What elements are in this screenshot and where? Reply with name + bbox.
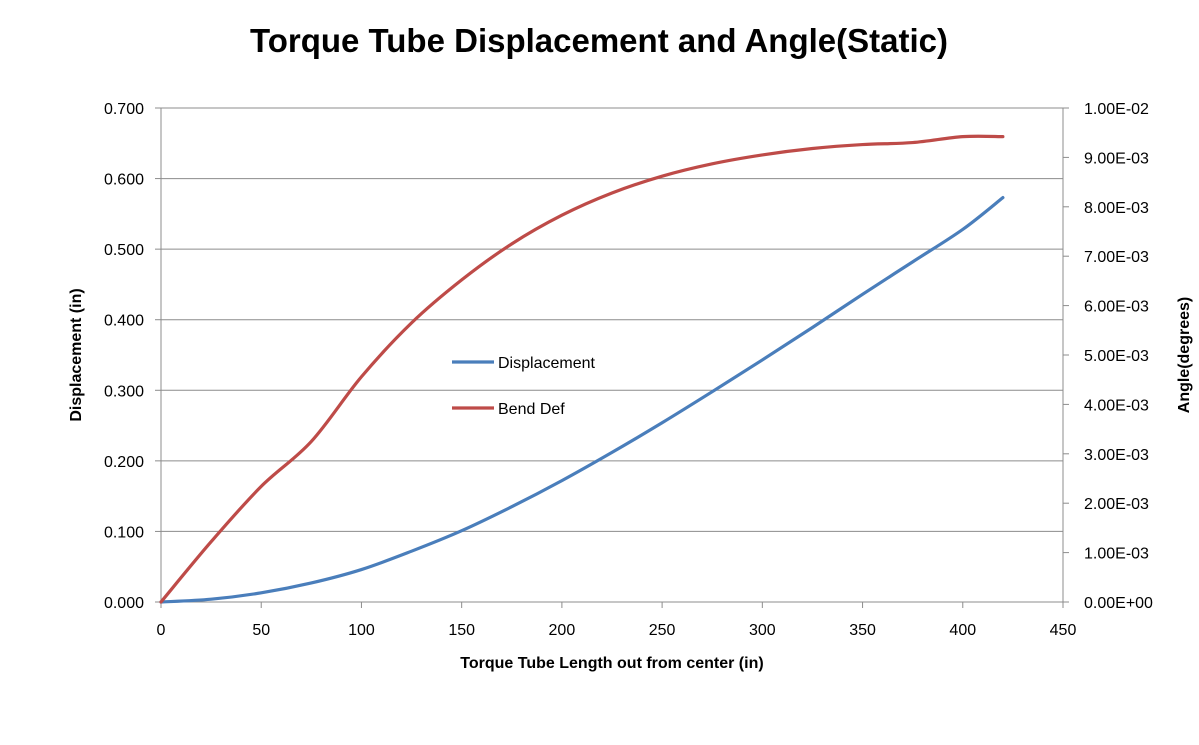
x-tick-label: 50 bbox=[252, 622, 270, 639]
y2-tick-label: 7.00E-03 bbox=[1084, 249, 1149, 266]
x-tick-label: 150 bbox=[448, 622, 475, 639]
legend: Displacement Bend Def bbox=[452, 355, 595, 418]
y2-tick-label: 1.00E-02 bbox=[1084, 101, 1149, 118]
y-tick-label: 0.300 bbox=[104, 383, 144, 400]
x-tick-label: 250 bbox=[649, 622, 676, 639]
y2-tick-label: 8.00E-03 bbox=[1084, 200, 1149, 217]
y2-tick-label: 1.00E-03 bbox=[1084, 546, 1149, 563]
x-tick-label: 300 bbox=[749, 622, 776, 639]
y-tick-label: 0.100 bbox=[104, 524, 144, 541]
series-line-bend-def bbox=[159, 134, 1005, 604]
x-tick-label: 200 bbox=[549, 622, 576, 639]
y2-tick-label: 2.00E-03 bbox=[1084, 496, 1149, 513]
x-tick-label: 350 bbox=[849, 622, 876, 639]
y-axis-label: Displacement (in) bbox=[68, 288, 85, 421]
y2-tick-label: 6.00E-03 bbox=[1084, 299, 1149, 316]
gridlines bbox=[161, 107, 1063, 532]
y-tick-label: 0.200 bbox=[104, 454, 144, 471]
y2-tick-label: 5.00E-03 bbox=[1084, 348, 1149, 365]
series-line-displacement bbox=[159, 196, 1005, 604]
y-tick-label: 0.700 bbox=[104, 101, 144, 118]
y-tick-label: 0.500 bbox=[104, 242, 144, 259]
y-tick-label: 0.000 bbox=[104, 595, 144, 612]
x-tick-label: 100 bbox=[348, 622, 375, 639]
series-lines bbox=[159, 134, 1005, 604]
legend-label-bend-def: Bend Def bbox=[498, 401, 565, 418]
x-tick-label: 450 bbox=[1050, 622, 1077, 639]
y-tick-label: 0.600 bbox=[104, 172, 144, 189]
y2-tick-label: 0.00E+00 bbox=[1084, 595, 1153, 612]
x-tick-label: 400 bbox=[949, 622, 976, 639]
y-tick-label: 0.400 bbox=[104, 313, 144, 330]
x-axis-label: Torque Tube Length out from center (in) bbox=[460, 655, 763, 672]
legend-label-displacement: Displacement bbox=[498, 355, 595, 372]
x-tick-label: 0 bbox=[157, 622, 166, 639]
chart-title: Torque Tube Displacement and Angle(Stati… bbox=[250, 22, 948, 59]
y2-tick-label: 4.00E-03 bbox=[1084, 397, 1149, 414]
y2-tick-label: 3.00E-03 bbox=[1084, 447, 1149, 464]
y2-axis-label: Angle(degrees) bbox=[1176, 297, 1193, 413]
axes bbox=[155, 107, 1069, 608]
tick-labels: 0.000 0.100 0.200 0.300 0.400 0.500 0.600 0.700… bbox=[104, 101, 1153, 639]
y2-tick-label: 9.00E-03 bbox=[1084, 150, 1149, 167]
